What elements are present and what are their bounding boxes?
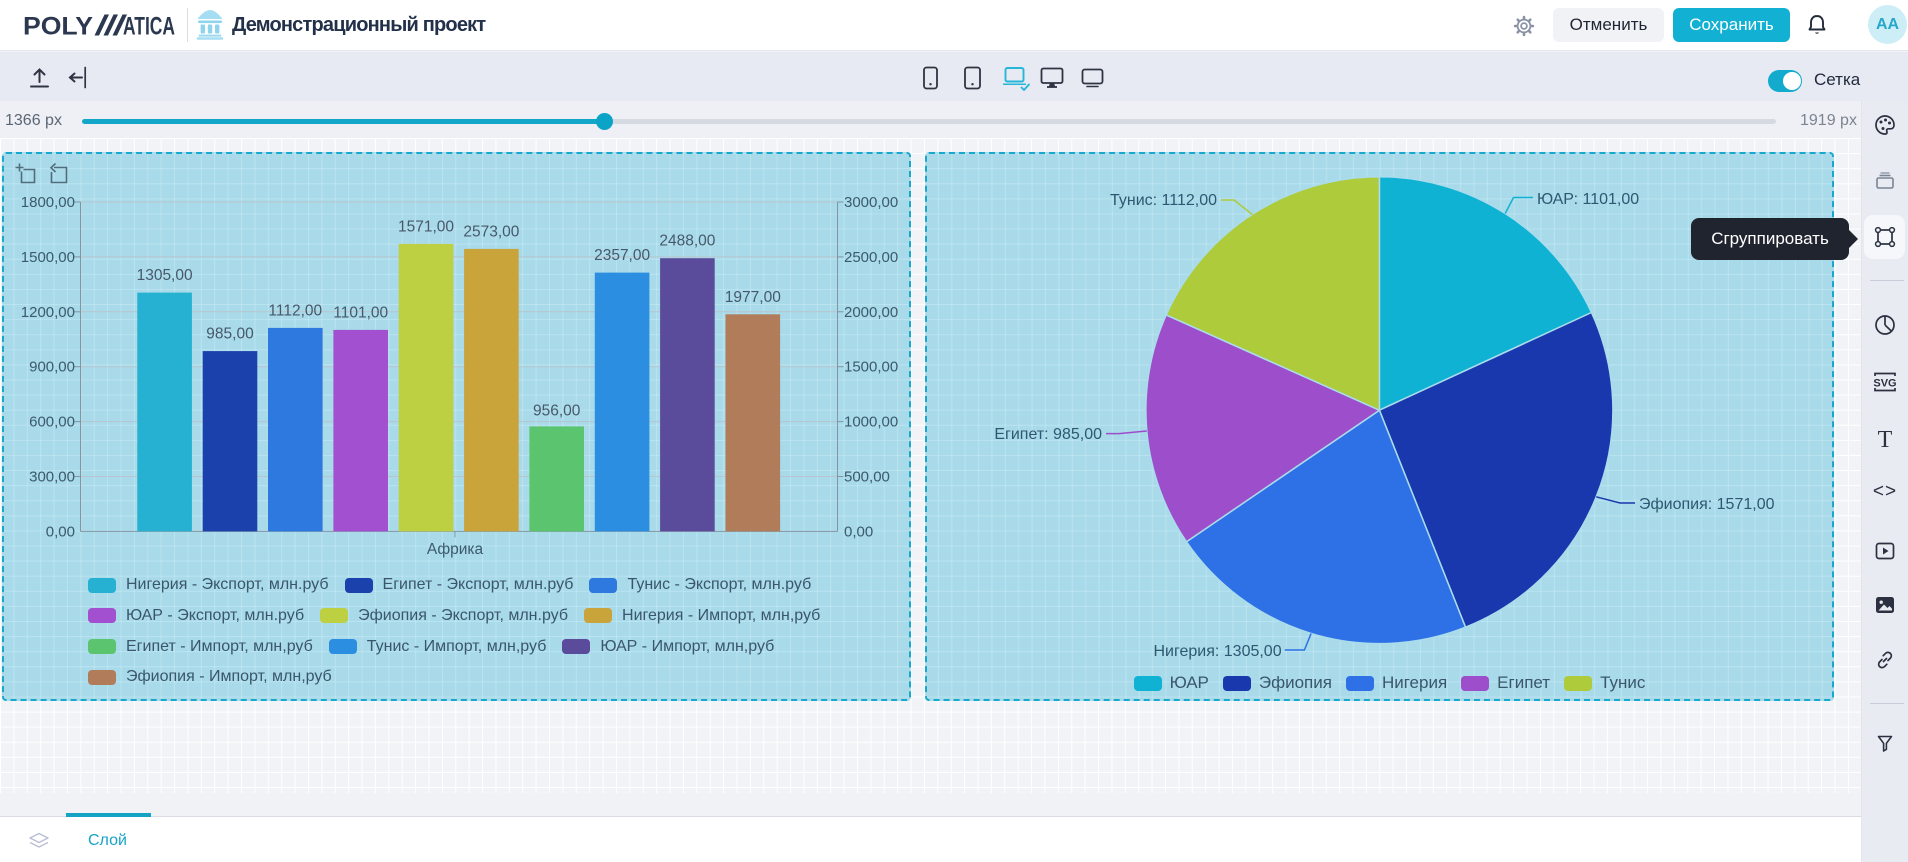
svg-text:1571,00: 1571,00 — [398, 218, 454, 235]
svg-text:985,00: 985,00 — [206, 326, 254, 343]
svg-text:Эфиопия: 1571,00: Эфиопия: 1571,00 — [1639, 496, 1775, 513]
svg-text:ATICA: ATICA — [123, 13, 175, 41]
svg-text:2357,00: 2357,00 — [594, 247, 650, 264]
svg-text:1112,00: 1112,00 — [268, 302, 322, 319]
svg-text:POLY: POLY — [23, 13, 93, 41]
svg-text:1800,00: 1800,00 — [21, 194, 75, 211]
svg-text:2573,00: 2573,00 — [463, 223, 519, 240]
svg-text:Нигерия: 1305,00: Нигерия: 1305,00 — [1154, 643, 1282, 660]
svg-text:956,00: 956,00 — [533, 402, 581, 419]
svg-text:1500,00: 1500,00 — [21, 249, 75, 266]
svg-text:1500,00: 1500,00 — [844, 359, 898, 376]
svg-text:Тунис: 1112,00: Тунис: 1112,00 — [1110, 192, 1217, 209]
svg-text:2000,00: 2000,00 — [844, 304, 898, 321]
svg-text:0,00: 0,00 — [46, 523, 75, 540]
svg-text:2500,00: 2500,00 — [844, 249, 898, 266]
svg-text:2488,00: 2488,00 — [659, 233, 715, 250]
svg-text:500,00: 500,00 — [844, 469, 890, 486]
svg-text:ЮАР: 1101,00: ЮАР: 1101,00 — [1537, 191, 1639, 208]
svg-text:1000,00: 1000,00 — [844, 414, 898, 431]
svg-text:900,00: 900,00 — [29, 359, 75, 376]
svg-text:3000,00: 3000,00 — [844, 194, 898, 211]
svg-text:1101,00: 1101,00 — [333, 304, 388, 321]
svg-text:1305,00: 1305,00 — [137, 267, 193, 284]
svg-text:Африка: Африка — [427, 541, 484, 558]
svg-text:1200,00: 1200,00 — [21, 304, 75, 321]
svg-text:0,00: 0,00 — [844, 523, 873, 540]
svg-text:600,00: 600,00 — [29, 414, 75, 431]
svg-text:300,00: 300,00 — [29, 469, 75, 486]
svg-text:Египет: 985,00: Египет: 985,00 — [994, 426, 1102, 443]
svg-text:1977,00: 1977,00 — [725, 289, 781, 306]
svg-text:SVG: SVG — [1873, 378, 1896, 390]
